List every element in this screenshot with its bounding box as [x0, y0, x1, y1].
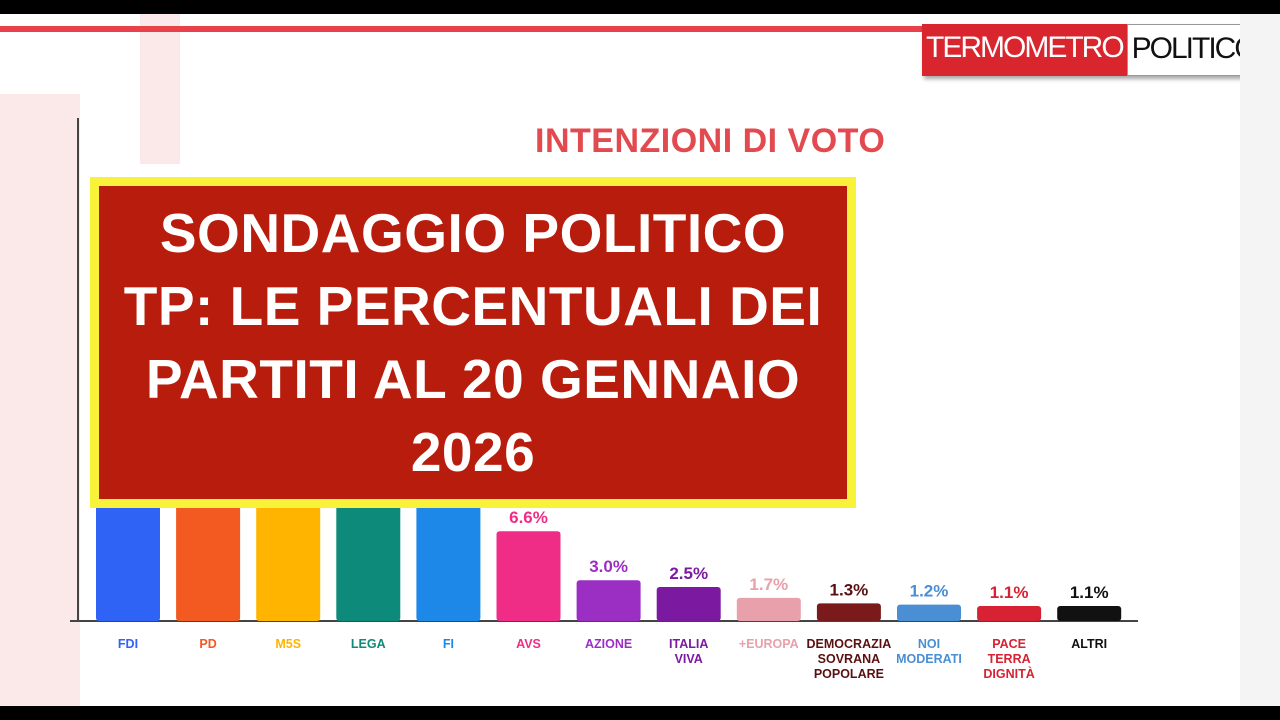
value-label: 2.5%: [669, 564, 708, 583]
bar-fdi: [96, 494, 160, 621]
logo-part-2: POLITICO: [1126, 24, 1240, 76]
category-label: LEGA: [351, 637, 386, 651]
value-label: 1.2%: [910, 582, 949, 601]
chart-title: INTENZIONI DI VOTO: [535, 122, 886, 160]
bar-chart: FDI PD M5S LEGA FI 6.6% AVS 3.0% AZIONE 2.5% ITALI…: [70, 118, 1138, 681]
headline-banner: SONDAGGIO POLITICO TP: LE PERCENTUALI DE…: [90, 177, 856, 508]
value-label: 1.3%: [830, 580, 869, 599]
headline-banner-inner: SONDAGGIO POLITICO TP: LE PERCENTUALI DE…: [99, 186, 847, 499]
bar-noi-moderati: [897, 604, 961, 621]
category-label: M5S: [275, 637, 301, 651]
value-label: 1.1%: [1070, 583, 1109, 602]
bar-lega: [336, 494, 401, 621]
category-label: AZIONE: [585, 637, 632, 651]
value-label: 3.0%: [589, 557, 628, 576]
bar-italia-viva: [656, 587, 721, 621]
background-decoration: [0, 94, 80, 706]
termometro-politico-logo: TERMOMETRO POLITICO: [922, 24, 1240, 76]
category-label: FDI: [118, 637, 138, 651]
value-label: 1.1%: [990, 583, 1029, 602]
background-decoration: [140, 14, 180, 164]
category-label: AVS: [516, 637, 541, 651]
video-frame: TERMOMETRO POLITICO INTENZIONI DI VOTO F…: [0, 14, 1240, 706]
category-label: NOI MODERATI: [896, 637, 962, 666]
bar-altri: [1057, 606, 1122, 621]
value-label: 1.7%: [749, 575, 788, 594]
bar-pace-terra-dignit-: [977, 606, 1042, 621]
category-label: FI: [443, 637, 454, 651]
bar-fi: [416, 494, 481, 621]
bar-avs: [496, 531, 561, 621]
category-label: ALTRI: [1071, 637, 1107, 651]
category-label: DEMOCRAZIA SOVRANA POPOLARE: [807, 637, 892, 681]
category-label: +EUROPA: [739, 637, 799, 651]
bar-azione: [576, 580, 641, 621]
headline-text: SONDAGGIO POLITICO TP: LE PERCENTUALI DE…: [123, 201, 823, 483]
bar-democrazia-sovrana-popolare: [816, 603, 881, 621]
bar-pd: [176, 494, 241, 621]
bar--europa: [736, 597, 801, 621]
top-rule: [0, 26, 1238, 32]
logo-part-1: TERMOMETRO: [922, 24, 1127, 76]
right-edge-strip: [1240, 14, 1280, 706]
category-label: PACE TERRA DIGNITÀ: [983, 637, 1034, 681]
value-label: 6.6%: [509, 508, 548, 527]
category-label: PD: [199, 637, 216, 651]
bar-m5s: [256, 494, 321, 621]
category-label: ITALIA VIVA: [669, 637, 708, 666]
